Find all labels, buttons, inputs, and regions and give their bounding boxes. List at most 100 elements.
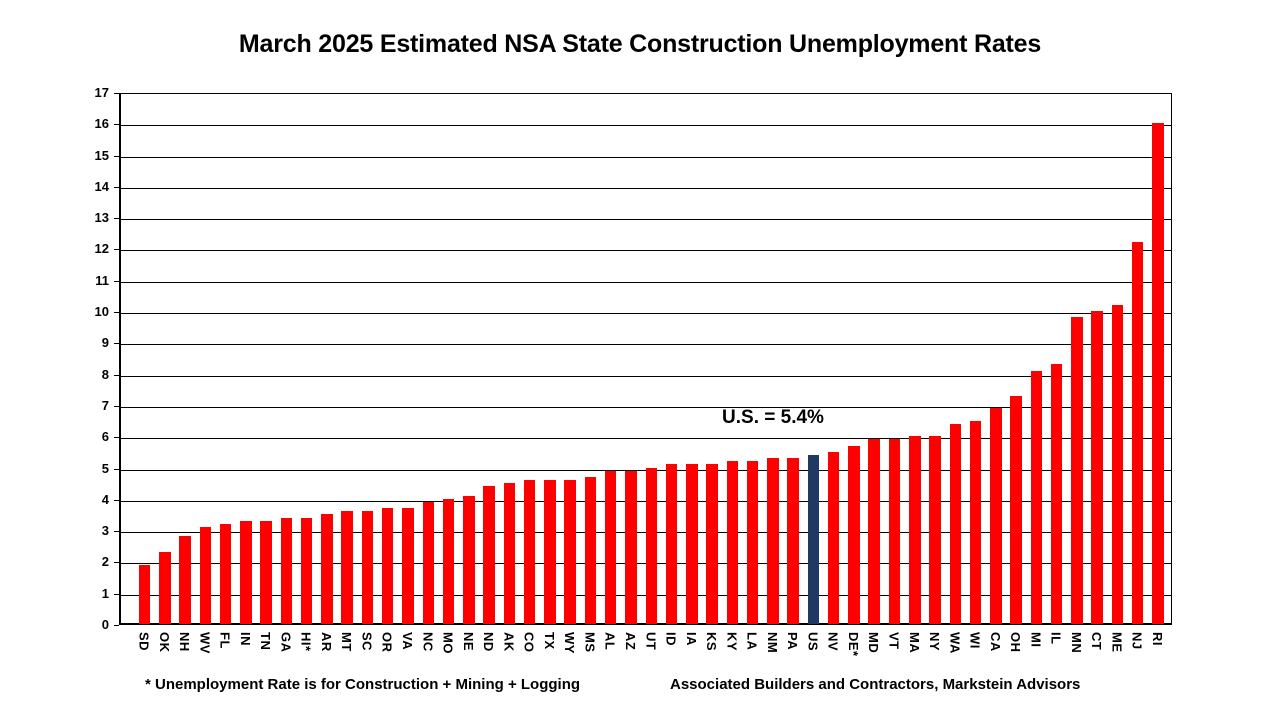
bar-ne bbox=[463, 496, 475, 624]
bar-nm bbox=[767, 458, 779, 624]
y-tick-1 bbox=[114, 594, 119, 595]
y-axis-label-9: 9 bbox=[101, 335, 109, 351]
bar-mo bbox=[442, 499, 455, 624]
x-axis-label-mi: MI bbox=[1028, 632, 1044, 648]
gridline-y10 bbox=[120, 313, 1171, 315]
x-axis-label-ak: AK bbox=[501, 632, 517, 652]
chart-title: March 2025 Estimated NSA State Construct… bbox=[238, 30, 1042, 58]
bar-la bbox=[746, 461, 759, 624]
bar-mn bbox=[1071, 317, 1083, 624]
y-axis-label-4: 4 bbox=[101, 491, 109, 507]
y-axis-label-14: 14 bbox=[94, 178, 109, 194]
y-tick-5 bbox=[114, 469, 119, 470]
y-axis-line bbox=[119, 94, 121, 624]
x-axis-label-ga: GA bbox=[278, 632, 294, 653]
bar-in bbox=[240, 521, 252, 624]
gridline-y9 bbox=[120, 344, 1171, 346]
gridline-y8 bbox=[120, 375, 1171, 377]
x-axis-label-nd: ND bbox=[481, 632, 497, 652]
x-axis-label-il: IL bbox=[1048, 632, 1064, 645]
gridline-y15 bbox=[120, 156, 1171, 158]
y-axis-label-3: 3 bbox=[101, 523, 109, 539]
y-tick-16 bbox=[114, 124, 119, 125]
bar-nc bbox=[422, 502, 435, 624]
gridline-y6 bbox=[120, 438, 1171, 440]
y-axis-label-5: 5 bbox=[101, 460, 109, 476]
x-axis-label-ca: CA bbox=[987, 632, 1003, 652]
gridline-y13 bbox=[120, 219, 1171, 221]
x-axis-label-hi: HI* bbox=[298, 632, 314, 652]
bar-ct bbox=[1091, 311, 1103, 624]
y-tick-4 bbox=[114, 500, 119, 501]
x-axis-label-ny: NY bbox=[927, 632, 943, 652]
gridline-y12 bbox=[120, 250, 1171, 252]
gridline-y14 bbox=[120, 187, 1171, 189]
bar-ok bbox=[159, 552, 171, 624]
bar-nh bbox=[179, 536, 191, 624]
y-axis-label-0: 0 bbox=[101, 617, 109, 632]
footnote-source: Associated Builders and Contractors, Mar… bbox=[670, 676, 1081, 693]
bar-ms bbox=[584, 477, 597, 624]
y-tick-13 bbox=[114, 218, 119, 219]
x-axis-label-in: IN bbox=[237, 632, 253, 646]
x-axis-label-la: LA bbox=[744, 632, 760, 651]
bar-ak bbox=[503, 483, 516, 624]
x-axis-label-md: MD bbox=[866, 632, 882, 654]
x-axis-line bbox=[120, 623, 1171, 625]
bar-md bbox=[868, 439, 880, 624]
x-axis-label-wv: WV bbox=[197, 632, 213, 654]
y-tick-9 bbox=[114, 343, 119, 344]
y-tick-12 bbox=[114, 249, 119, 250]
x-axis-label-al: AL bbox=[602, 632, 618, 651]
x-axis-label-az: AZ bbox=[622, 632, 638, 651]
x-axis-label-tx: TX bbox=[541, 632, 557, 650]
bar-vt bbox=[888, 439, 901, 624]
x-axis-label-ct: CT bbox=[1089, 632, 1105, 651]
bar-nj bbox=[1131, 242, 1144, 624]
bar-nd bbox=[483, 486, 495, 624]
y-tick-3 bbox=[114, 531, 119, 532]
x-axis-label-wy: WY bbox=[562, 632, 578, 654]
x-axis-label-mn: MN bbox=[1068, 632, 1084, 654]
x-axis-label-nm: NM bbox=[764, 632, 780, 654]
y-axis-label-1: 1 bbox=[101, 585, 109, 601]
bar-sd bbox=[138, 565, 151, 624]
y-axis-label-10: 10 bbox=[94, 304, 109, 320]
x-axis-label-tn: TN bbox=[258, 632, 274, 651]
bar-wv bbox=[199, 527, 212, 624]
bar-wy bbox=[564, 480, 576, 624]
y-axis-label-11: 11 bbox=[95, 272, 109, 288]
x-axis-label-sd: SD bbox=[136, 632, 152, 652]
x-axis-label-sc: SC bbox=[359, 632, 375, 652]
bar-fl bbox=[219, 524, 232, 624]
bar-va bbox=[402, 508, 414, 624]
bar-wa bbox=[949, 424, 962, 624]
bar-ks bbox=[706, 464, 718, 624]
x-axis-label-mo: MO bbox=[440, 632, 456, 654]
y-tick-17 bbox=[114, 93, 119, 94]
x-axis-label-ia: IA bbox=[683, 632, 699, 646]
y-axis-label-12: 12 bbox=[94, 241, 109, 257]
x-axis-label-ky: KY bbox=[724, 632, 740, 652]
bar-ky bbox=[726, 461, 739, 624]
bar-ut bbox=[645, 468, 657, 624]
bar-ar bbox=[321, 514, 333, 624]
bar-sc bbox=[361, 511, 374, 624]
gridline-y16 bbox=[120, 125, 1171, 127]
us-annotation: U.S. = 5.4% bbox=[722, 407, 824, 428]
bar-tx bbox=[544, 480, 556, 624]
bar-il bbox=[1050, 364, 1063, 624]
bar-or bbox=[381, 508, 394, 624]
x-axis-label-ut: UT bbox=[643, 632, 659, 651]
bar-tn bbox=[260, 521, 272, 624]
bar-ga bbox=[280, 518, 293, 624]
x-axis-label-ne: NE bbox=[460, 632, 476, 652]
x-axis-label-ar: AR bbox=[318, 632, 334, 652]
y-axis-label-13: 13 bbox=[94, 210, 109, 226]
x-axis-label-ma: MA bbox=[906, 632, 922, 654]
x-axis-label-ms: MS bbox=[582, 632, 598, 653]
footnote-asterisk: * Unemployment Rate is for Construction … bbox=[145, 676, 581, 693]
x-axis-label-fl: FL bbox=[217, 632, 233, 649]
y-tick-11 bbox=[114, 281, 119, 282]
